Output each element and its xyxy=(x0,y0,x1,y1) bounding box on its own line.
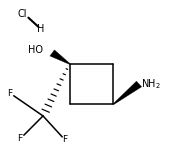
Text: F: F xyxy=(62,135,68,144)
Text: Cl: Cl xyxy=(17,9,27,19)
Text: H: H xyxy=(38,24,45,34)
Text: NH$_2$: NH$_2$ xyxy=(141,77,161,91)
Polygon shape xyxy=(113,81,142,104)
Polygon shape xyxy=(50,50,70,64)
Text: F: F xyxy=(8,89,13,98)
Text: HO: HO xyxy=(28,45,43,55)
Text: F: F xyxy=(18,134,23,143)
